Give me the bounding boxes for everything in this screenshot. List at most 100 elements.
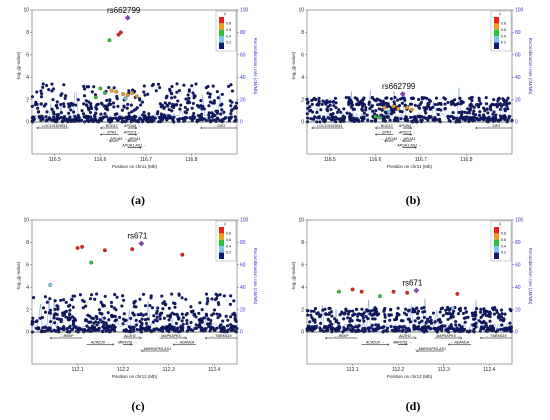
y2tick-label: 60 — [515, 263, 521, 269]
snp-point — [90, 324, 94, 328]
snp-point — [380, 108, 384, 112]
legend-swatch — [219, 233, 224, 240]
snp-point — [375, 310, 379, 314]
snp-point — [413, 115, 417, 120]
gene-arrow — [205, 336, 207, 340]
snp-point — [190, 84, 194, 88]
snp-point — [90, 293, 94, 297]
snp-point — [468, 108, 472, 112]
xtick-label: 116.6 — [369, 157, 381, 163]
snp-point — [483, 325, 487, 329]
snp-point — [54, 120, 59, 124]
snp-point — [323, 118, 327, 122]
snp-point — [200, 308, 204, 312]
legend-swatch — [219, 227, 224, 234]
snp-point — [473, 314, 478, 318]
ld-point — [359, 289, 364, 294]
snp-point — [357, 324, 361, 328]
snp-point — [395, 118, 399, 122]
snp-point — [64, 315, 68, 319]
snp-point — [362, 111, 366, 115]
snp-point — [451, 111, 455, 115]
snp-point — [440, 328, 444, 333]
snp-point — [459, 102, 463, 106]
recombination-line — [31, 91, 238, 121]
y2tick-label: 100 — [515, 218, 524, 224]
snp-point — [176, 99, 180, 103]
snp-point — [172, 325, 176, 329]
snp-point — [438, 117, 442, 121]
snp-point — [194, 323, 198, 327]
ytick-label: 4 — [26, 75, 29, 81]
snp-point — [484, 96, 488, 100]
gene-label: ← APOA1 — [399, 137, 415, 141]
snp-point — [168, 323, 172, 327]
snp-point — [48, 311, 52, 315]
snp-point — [143, 318, 148, 322]
gene-label: APOA4 → — [123, 124, 141, 128]
snp-point — [233, 316, 237, 320]
snp-point — [335, 110, 340, 114]
snp-point — [495, 310, 499, 315]
snp-point — [162, 316, 166, 320]
snp-point — [395, 328, 399, 332]
snp-point — [175, 82, 179, 86]
snp-point — [478, 110, 482, 114]
snp-point — [351, 325, 355, 330]
snp-point — [50, 107, 54, 111]
ld-point — [455, 291, 460, 296]
snp-point — [197, 114, 201, 118]
snp-point — [222, 326, 226, 330]
snp-point — [156, 328, 161, 332]
snp-point — [427, 98, 431, 102]
ytick-label: 4 — [301, 75, 304, 81]
snp-point — [212, 99, 216, 103]
legend-title: r² — [224, 223, 227, 227]
snp-point — [44, 115, 48, 119]
snp-point — [213, 118, 218, 122]
snp-point — [305, 328, 309, 333]
snp-point — [41, 326, 45, 330]
snp-point — [414, 327, 418, 331]
snp-point — [127, 111, 131, 115]
ld-point — [377, 294, 382, 299]
snp-point — [356, 314, 360, 318]
snp-point — [422, 315, 426, 320]
snp-point — [229, 294, 233, 298]
ld-point — [391, 289, 396, 294]
snp-point — [342, 107, 346, 111]
snp-point — [369, 326, 373, 330]
snp-point — [185, 322, 189, 326]
snp-point — [166, 314, 170, 318]
snp-point — [323, 307, 327, 311]
y2tick-label: 60 — [515, 53, 521, 59]
snp-point — [169, 91, 173, 95]
snp-point — [485, 107, 489, 111]
gene-arrow — [139, 146, 142, 149]
snp-point — [410, 102, 414, 106]
snp-point — [108, 325, 112, 329]
snp-point — [172, 301, 176, 305]
snp-point — [235, 101, 239, 105]
snp-point — [50, 82, 54, 86]
snp-point — [377, 312, 381, 316]
snp-point — [424, 328, 428, 333]
snp-point — [394, 316, 399, 320]
snp-point — [438, 310, 442, 314]
ylabel: -log₁₀(p-value) — [291, 261, 296, 290]
ld-point — [409, 107, 414, 112]
snp-point — [383, 313, 387, 317]
snp-point — [456, 312, 461, 316]
snp-point — [92, 321, 96, 325]
xlabel: Position on chr12 (Mb) — [112, 374, 158, 379]
snp-point — [95, 323, 99, 327]
snp-point — [499, 318, 503, 322]
snp-point — [355, 97, 359, 101]
snp-point — [42, 329, 46, 334]
legend-label: 0.6 — [226, 238, 231, 242]
ytick-label: 2 — [26, 97, 29, 103]
snp-point — [508, 321, 512, 325]
snp-point — [64, 94, 68, 98]
snp-point — [174, 103, 178, 107]
snp-point — [338, 313, 342, 317]
